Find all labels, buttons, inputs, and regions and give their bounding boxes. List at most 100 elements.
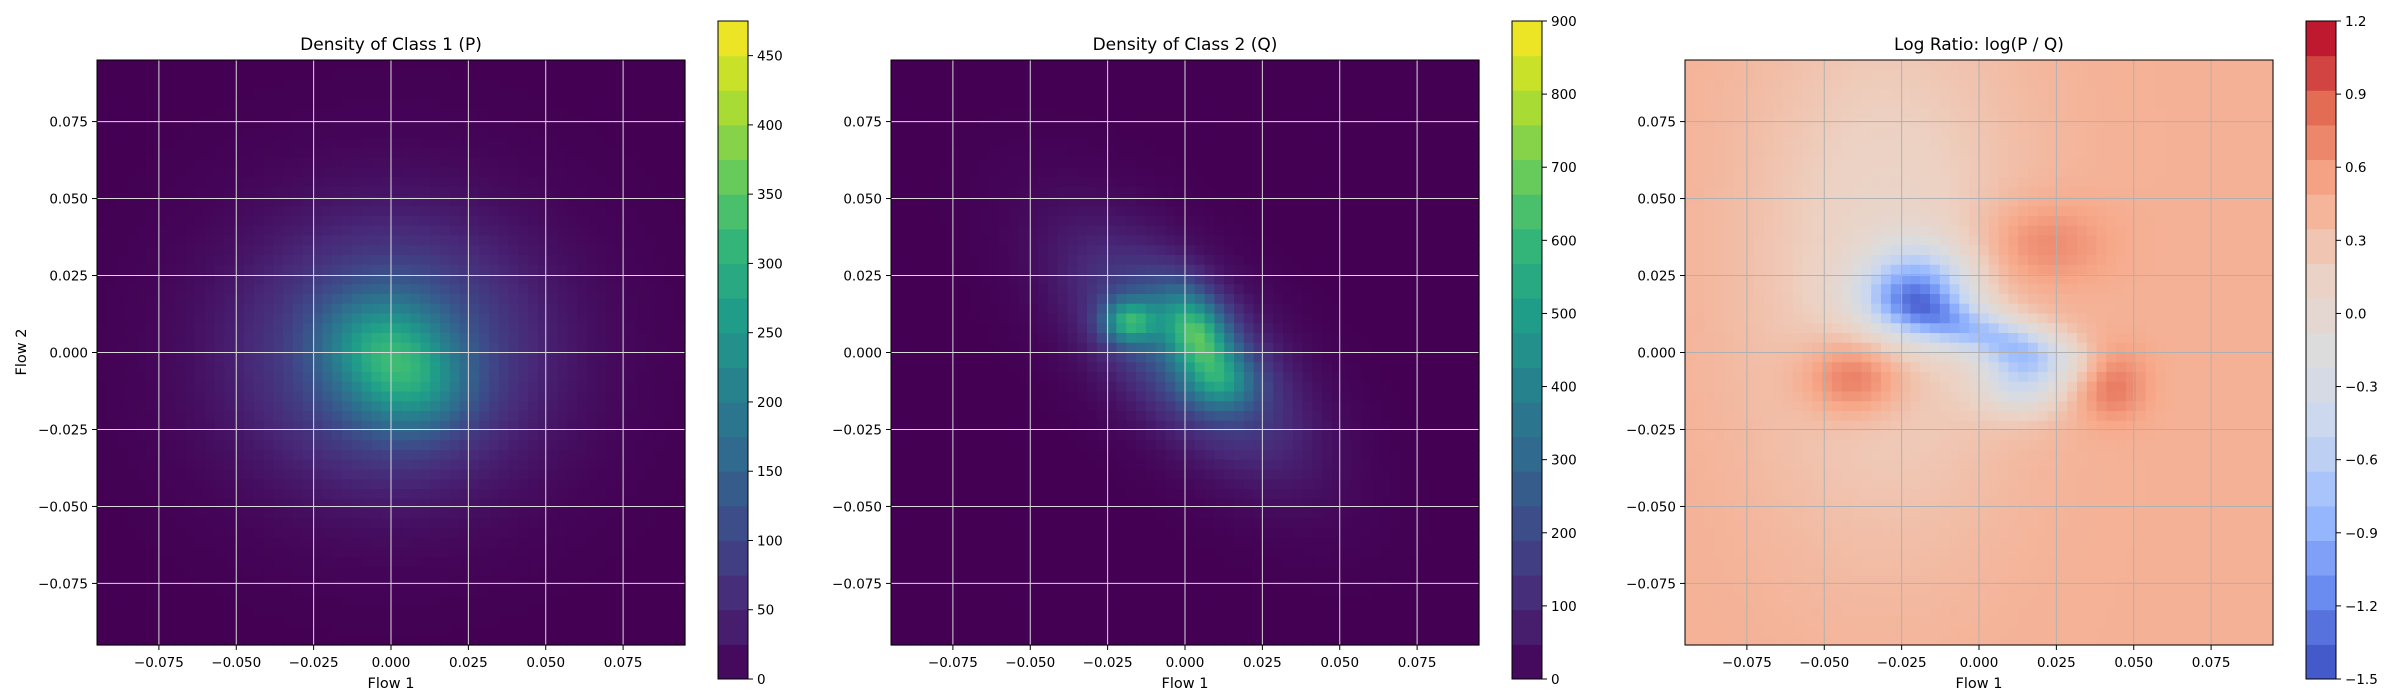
heat-cell xyxy=(1018,264,1029,276)
heat-cell xyxy=(969,557,980,568)
heat-cell xyxy=(528,430,539,441)
heat-cell xyxy=(518,79,529,90)
heat-cell xyxy=(528,186,539,198)
heat-cell xyxy=(959,206,970,217)
heat-cell xyxy=(430,245,441,256)
heat-cell xyxy=(1008,108,1019,120)
heat-cell xyxy=(900,264,912,276)
heat-cell xyxy=(675,489,686,500)
heat-cell xyxy=(381,372,392,383)
heat-cell xyxy=(430,469,441,480)
heat-cell xyxy=(940,157,951,168)
heat-cell xyxy=(185,362,196,373)
heat-cell xyxy=(263,177,274,188)
heat-cell xyxy=(371,313,382,324)
heat-cell xyxy=(391,635,402,646)
heat-cell xyxy=(959,479,970,490)
heat-cell xyxy=(626,157,637,168)
heat-cell xyxy=(665,342,676,354)
heat-cell xyxy=(489,206,500,217)
heat-cell xyxy=(1008,391,1019,402)
heat-cell xyxy=(1087,167,1098,178)
heat-cell xyxy=(979,99,990,110)
heat-cell xyxy=(538,469,549,480)
heat-cell xyxy=(214,333,225,344)
heat-cell xyxy=(126,333,137,344)
heat-cell xyxy=(547,216,559,227)
heat-cell xyxy=(567,99,578,110)
heat-cell xyxy=(322,508,333,519)
heat-cell xyxy=(224,635,235,646)
heat-cell xyxy=(371,255,382,266)
heat-cell xyxy=(930,596,941,607)
heat-cell xyxy=(587,547,598,558)
heat-cell xyxy=(234,440,245,451)
heat-cell xyxy=(253,381,265,393)
heat-cell xyxy=(332,235,343,246)
heat-cell xyxy=(920,625,931,636)
heat-cell xyxy=(214,294,225,305)
heat-cell xyxy=(1038,411,1049,422)
heat-cell xyxy=(351,167,363,178)
heat-cell xyxy=(900,352,912,363)
heat-cell xyxy=(136,167,147,178)
heat-cell xyxy=(440,264,451,276)
heat-cell xyxy=(371,333,382,344)
heat-cell xyxy=(332,528,343,539)
heat-cell xyxy=(263,196,274,207)
heat-cell xyxy=(979,128,990,139)
heat-cell xyxy=(185,138,196,149)
heat-cell xyxy=(410,196,421,207)
heat-cell xyxy=(636,323,647,334)
heat-cell xyxy=(263,411,274,422)
heat-cell xyxy=(1038,469,1049,480)
heat-cell xyxy=(342,547,353,558)
heat-cell xyxy=(940,518,951,529)
heat-cell xyxy=(116,235,127,246)
heat-cell xyxy=(949,508,961,519)
heat-cell xyxy=(567,557,578,568)
heat-cell xyxy=(910,79,921,90)
heat-cell xyxy=(538,586,549,597)
heat-cell xyxy=(626,138,637,149)
heat-cell xyxy=(185,284,196,295)
heat-cell xyxy=(381,508,392,519)
heat-cell xyxy=(273,362,284,373)
heat-cell xyxy=(1057,216,1068,227)
heat-cell xyxy=(930,372,941,383)
heat-cell xyxy=(175,108,186,120)
heat-cell xyxy=(361,537,372,549)
heat-cell xyxy=(1008,508,1019,519)
heat-cell xyxy=(420,498,431,510)
heat-cell xyxy=(361,69,372,81)
heat-cell xyxy=(930,411,941,422)
heat-cell xyxy=(391,89,402,100)
heat-cell xyxy=(518,489,529,500)
heat-cell xyxy=(508,79,519,90)
heat-cell xyxy=(234,196,245,207)
heat-cell xyxy=(528,147,539,159)
heat-cell xyxy=(185,401,196,412)
heat-cell xyxy=(361,303,372,315)
heat-cell xyxy=(518,411,529,422)
heat-cell xyxy=(136,586,147,597)
heat-cell xyxy=(136,489,147,500)
heat-cell xyxy=(606,625,617,636)
heat-cell xyxy=(508,235,519,246)
heat-cell xyxy=(606,440,617,451)
heat-cell xyxy=(126,586,137,597)
heat-cell xyxy=(253,635,265,646)
heat-cell xyxy=(626,391,637,402)
heat-cell xyxy=(273,255,284,266)
heat-cell xyxy=(557,420,568,432)
heat-cell xyxy=(224,264,235,276)
heat-cell xyxy=(616,615,627,627)
heat-cell xyxy=(342,79,353,90)
heat-cell xyxy=(1047,420,1059,432)
heat-cell xyxy=(351,635,363,646)
heat-cell xyxy=(1008,469,1019,480)
heat-cell xyxy=(616,69,627,81)
heat-cell xyxy=(449,157,461,168)
heat-cell xyxy=(381,303,392,315)
heat-cell xyxy=(440,528,451,539)
